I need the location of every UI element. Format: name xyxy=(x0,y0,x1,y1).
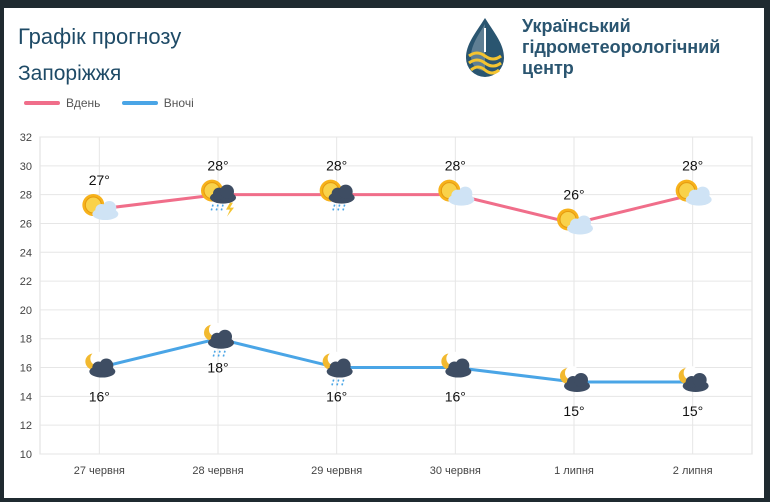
rain-drop xyxy=(340,379,345,387)
cloud-part xyxy=(220,184,234,199)
chart-card xyxy=(4,8,764,498)
rain-drop xyxy=(220,204,224,212)
night-series-line xyxy=(98,337,693,384)
x-tick-label: 28 червня xyxy=(192,465,243,477)
rain-drop xyxy=(341,204,346,212)
legend: Вдень Вночі xyxy=(24,94,212,110)
rain-drop xyxy=(331,204,336,212)
cloud-part xyxy=(574,372,588,387)
cloud-part xyxy=(577,215,591,230)
day-temp-label: 28° xyxy=(326,158,347,174)
cloud-part xyxy=(99,358,114,373)
logo-line-2: гідрометеорологічний xyxy=(522,37,721,57)
rain-drop xyxy=(335,379,340,387)
page-title: Графік прогнозу xyxy=(18,24,182,49)
x-tick-label: 29 червня xyxy=(311,465,362,477)
cloud-part xyxy=(338,184,353,199)
cloud-part xyxy=(692,372,707,387)
y-tick-label: 14 xyxy=(20,391,32,403)
logo-line-1: Український xyxy=(522,16,631,36)
water-drop-logo-icon xyxy=(466,18,504,77)
y-tick-label: 16 xyxy=(20,363,32,375)
rain-drop xyxy=(215,204,219,212)
y-tick-label: 10 xyxy=(20,449,32,461)
day-series-line xyxy=(99,193,694,225)
legend-swatch-night xyxy=(121,101,158,105)
day-temp-label: 27° xyxy=(89,172,110,188)
legend-label-day: Вдень xyxy=(66,96,101,110)
y-tick-label: 22 xyxy=(20,276,32,288)
y-tick-label: 12 xyxy=(20,420,32,432)
y-tick-label: 18 xyxy=(20,334,32,346)
cloud-part xyxy=(695,186,710,201)
rain-drop xyxy=(210,204,214,212)
x-tick-label: 30 червня xyxy=(430,465,481,477)
logo: Український гідрометеорологічний центр xyxy=(460,16,750,88)
legend-item-night[interactable]: Вночі xyxy=(121,96,194,110)
night-temp-label: 16° xyxy=(89,389,110,405)
cloud-part xyxy=(458,186,473,201)
cloud-part xyxy=(102,201,117,216)
y-tick-label: 32 xyxy=(20,132,32,144)
x-tick-label: 2 липня xyxy=(673,465,713,477)
cloud-part xyxy=(455,358,470,373)
night-temp-label: 18° xyxy=(207,360,228,376)
rain-drop xyxy=(336,204,341,212)
y-tick-label: 26 xyxy=(20,218,32,230)
y-tick-label: 20 xyxy=(20,305,32,317)
x-tick-label: 27 червня xyxy=(74,465,125,477)
day-temp-label: 28° xyxy=(207,158,228,174)
day-temp-label: 28° xyxy=(682,158,703,174)
rain-drop xyxy=(212,350,216,358)
rain-drop xyxy=(330,379,335,387)
logo-line-3: центр xyxy=(522,58,574,78)
day-temp-label: 28° xyxy=(445,158,466,174)
legend-swatch-day xyxy=(24,101,60,105)
plot-frame xyxy=(39,136,753,455)
legend-item-day[interactable]: Вдень xyxy=(24,96,100,110)
x-tick-label: 1 липня xyxy=(554,465,594,477)
night-temp-label: 16° xyxy=(445,389,466,405)
night-temp-label: 15° xyxy=(563,403,584,419)
lightning-bolt xyxy=(226,202,234,217)
rain-drop xyxy=(222,350,226,358)
rain-drop xyxy=(217,350,221,358)
day-temp-label: 26° xyxy=(563,186,584,202)
city-subtitle: Запоріжжя xyxy=(18,62,122,85)
legend-label-night: Вночі xyxy=(163,96,194,110)
y-tick-label: 30 xyxy=(20,161,32,173)
night-temp-label: 16° xyxy=(326,389,347,405)
y-tick-label: 28 xyxy=(20,190,32,202)
cloud-part xyxy=(336,358,351,373)
y-tick-label: 24 xyxy=(20,247,32,259)
cloud-part xyxy=(218,329,232,344)
night-temp-label: 15° xyxy=(682,403,703,419)
